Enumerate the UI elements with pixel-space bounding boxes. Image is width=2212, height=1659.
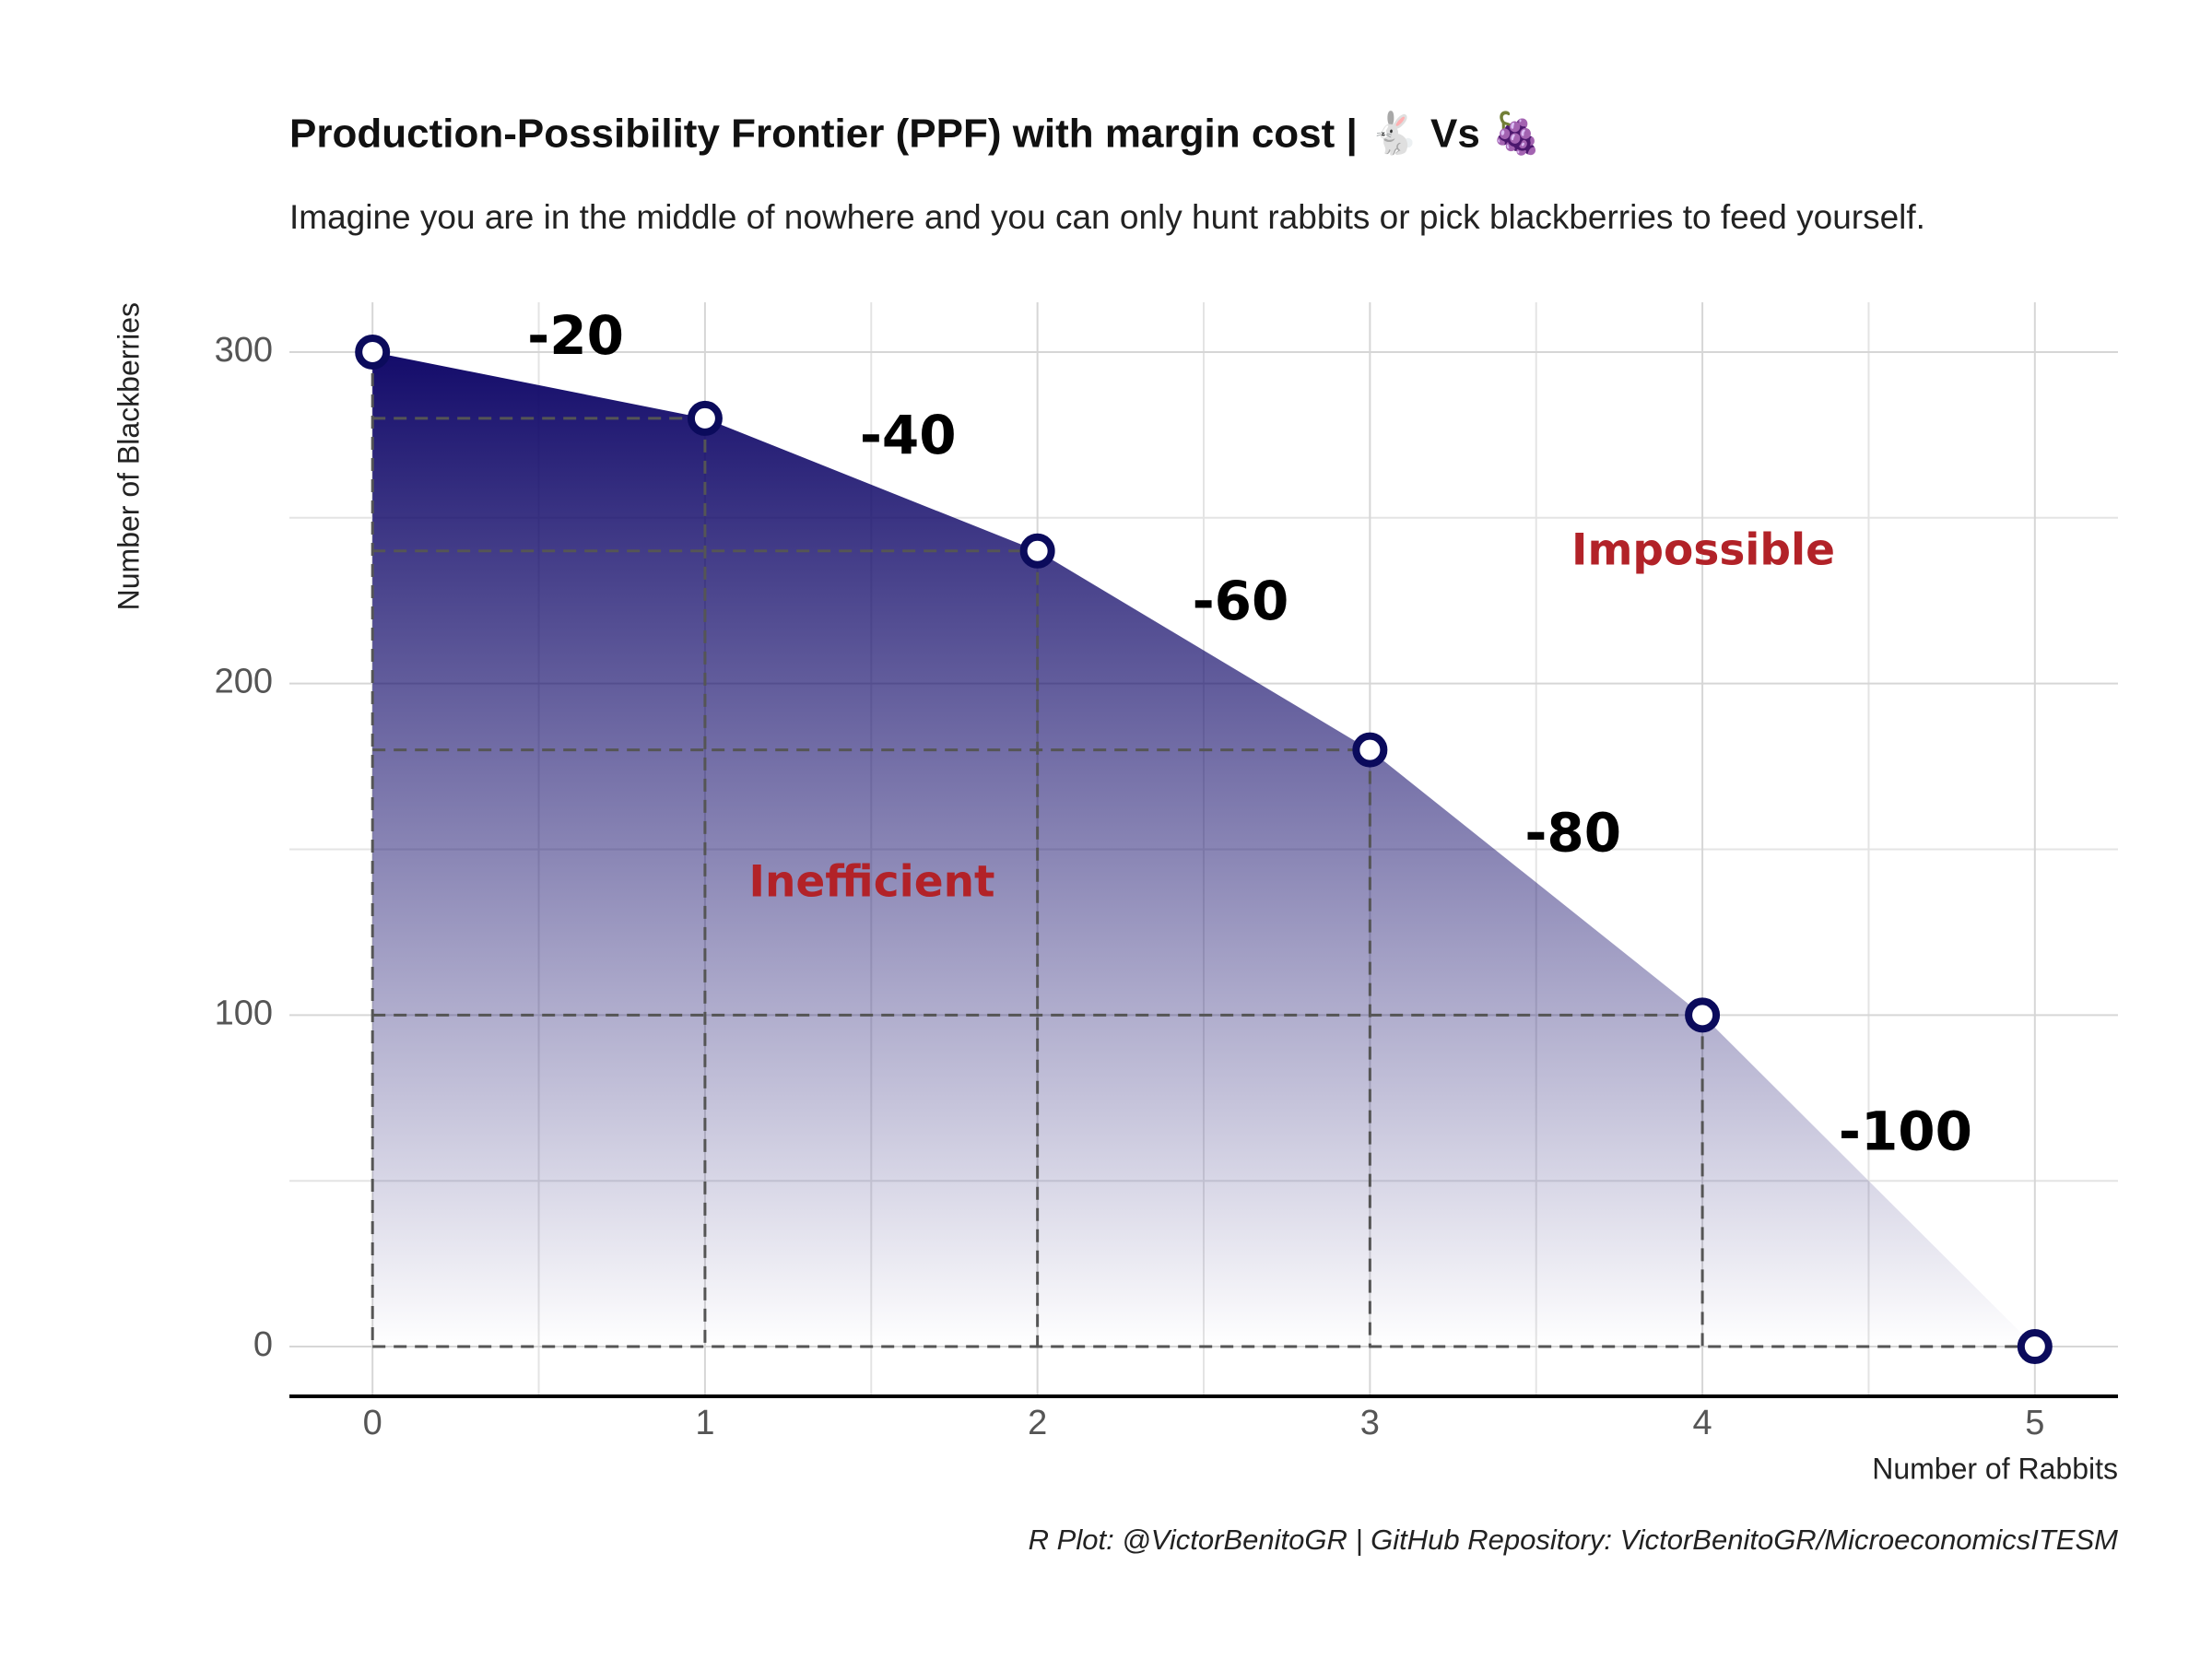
point: [1685, 997, 1721, 1033]
x-tick-label: 1: [695, 1404, 714, 1442]
margin-cost-label: -20: [527, 304, 624, 367]
y-tick-label: 100: [215, 994, 273, 1032]
x-tick-label: 5: [2025, 1404, 2044, 1442]
y-tick-label: 200: [215, 663, 273, 701]
y-axis-title: Number of Blackberries: [112, 302, 145, 610]
plot: [355, 334, 2053, 1365]
region-label: Impossible: [1571, 525, 1835, 576]
point: [687, 400, 723, 436]
margin-cost-label: -80: [1524, 802, 1621, 865]
point: [1019, 533, 1055, 569]
margin-cost-label: -100: [1839, 1100, 1972, 1162]
y-tick-label: 0: [253, 1325, 273, 1364]
point: [1352, 732, 1388, 768]
margin-cost-label: -40: [860, 404, 957, 466]
y-tick-label: 300: [215, 331, 273, 370]
x-tick-label: 2: [1028, 1404, 1047, 1442]
x-axis-title: Number of Rabbits: [1872, 1452, 2118, 1485]
caption: R Plot: @VictorBenitoGR | GitHub Reposit…: [1029, 1524, 2119, 1556]
x-tick-label: 0: [363, 1404, 382, 1442]
point: [355, 334, 391, 370]
x-tick-label: 4: [1693, 1404, 1712, 1442]
x-tick-label: 3: [1360, 1404, 1380, 1442]
chart-subtitle: Imagine you are in the middle of nowhere…: [289, 198, 1925, 236]
point: [2017, 1329, 2053, 1365]
margin-cost-label: -60: [1193, 570, 1289, 632]
area: [372, 351, 2035, 1347]
region-label: Inefficient: [748, 857, 994, 908]
chart-title: Production-Possibility Frontier (PPF) wi…: [289, 111, 1542, 158]
